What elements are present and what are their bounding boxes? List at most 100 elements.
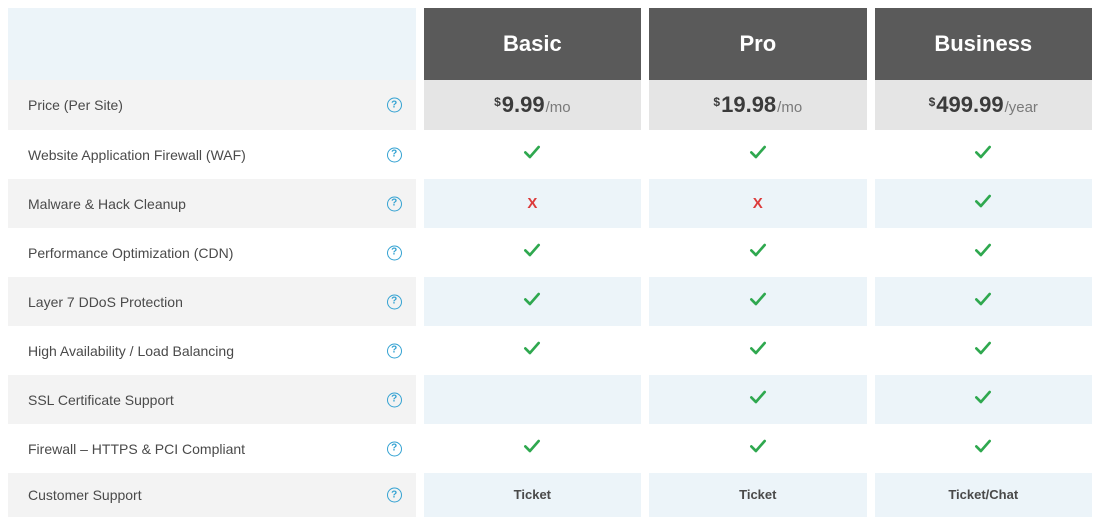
help-icon[interactable]: ?	[387, 196, 402, 211]
help-icon[interactable]: ?	[387, 294, 402, 309]
check-icon	[748, 345, 768, 362]
price: $19.98/mo	[713, 99, 802, 116]
check-icon	[973, 345, 993, 362]
check-icon	[973, 296, 993, 313]
feature-label-cell: Malware & Hack Cleanup?	[8, 179, 416, 228]
feature-value-cell	[641, 424, 866, 473]
help-icon[interactable]: ?	[387, 147, 402, 162]
check-icon	[748, 149, 768, 166]
pricing-table-body: Price (Per Site) ? $9.99/mo $19.98/mo $4…	[8, 80, 1092, 517]
price-currency: $	[494, 95, 501, 109]
feature-value-cell	[867, 228, 1092, 277]
feature-row: Website Application Firewall (WAF)?	[8, 130, 1092, 179]
price-period: /year	[1005, 99, 1038, 116]
check-icon	[973, 198, 993, 215]
feature-value-cell	[867, 326, 1092, 375]
feature-label-cell: High Availability / Load Balancing?	[8, 326, 416, 375]
feature-label-cell: Performance Optimization (CDN)?	[8, 228, 416, 277]
feature-text-value: Ticket/Chat	[948, 487, 1018, 502]
help-icon[interactable]: ?	[387, 343, 402, 358]
check-icon	[522, 296, 542, 313]
price: $9.99/mo	[494, 99, 571, 116]
feature-row: Malware & Hack Cleanup? X X	[8, 179, 1092, 228]
plan-header-business: Business	[867, 8, 1092, 80]
feature-value-cell	[416, 228, 641, 277]
feature-value-cell: Ticket	[641, 473, 866, 517]
check-icon	[973, 149, 993, 166]
feature-value-cell	[416, 326, 641, 375]
plan-name: Basic	[503, 31, 562, 56]
feature-label: High Availability / Load Balancing	[28, 343, 234, 359]
plan-header-pro: Pro	[641, 8, 866, 80]
feature-value-cell	[867, 375, 1092, 424]
feature-value-cell	[867, 424, 1092, 473]
feature-row: Layer 7 DDoS Protection?	[8, 277, 1092, 326]
price-currency: $	[929, 95, 936, 109]
help-icon[interactable]: ?	[387, 488, 402, 503]
help-icon[interactable]: ?	[387, 98, 402, 113]
check-icon	[522, 247, 542, 264]
price-row: Price (Per Site) ? $9.99/mo $19.98/mo $4…	[8, 80, 1092, 130]
plan-header-row: Basic Pro Business	[8, 8, 1092, 80]
feature-label-cell: SSL Certificate Support?	[8, 375, 416, 424]
price-period: /mo	[546, 99, 571, 116]
feature-value-cell: X	[641, 179, 866, 228]
price-cell-business: $499.99/year	[867, 80, 1092, 130]
feature-label: Performance Optimization (CDN)	[28, 245, 233, 261]
feature-text-value: Ticket	[514, 487, 551, 502]
feature-value-cell: Ticket	[416, 473, 641, 517]
feature-value-cell	[416, 277, 641, 326]
plan-name: Business	[934, 31, 1032, 56]
feature-value-cell: X	[416, 179, 641, 228]
feature-text-value: Ticket	[739, 487, 776, 502]
price-cell-basic: $9.99/mo	[416, 80, 641, 130]
check-icon	[973, 247, 993, 264]
feature-label: Firewall – HTTPS & PCI Compliant	[28, 441, 245, 457]
feature-value-cell	[641, 277, 866, 326]
feature-value-cell	[416, 375, 641, 424]
feature-label: Customer Support	[28, 487, 142, 503]
feature-value-cell	[416, 130, 641, 179]
feature-value-cell	[867, 277, 1092, 326]
price-period: /mo	[777, 99, 802, 116]
plan-name: Pro	[739, 31, 776, 56]
pricing-comparison-table: Basic Pro Business Price (Per Site) ? $9…	[8, 8, 1092, 517]
feature-row: SSL Certificate Support?	[8, 375, 1092, 424]
help-icon[interactable]: ?	[387, 245, 402, 260]
price: $499.99/year	[929, 99, 1038, 116]
feature-header-blank	[8, 8, 416, 80]
plan-header-basic: Basic	[416, 8, 641, 80]
feature-label-cell: Website Application Firewall (WAF)?	[8, 130, 416, 179]
help-icon[interactable]: ?	[387, 392, 402, 407]
feature-value-cell	[867, 179, 1092, 228]
check-icon	[748, 296, 768, 313]
feature-label: Malware & Hack Cleanup	[28, 196, 186, 212]
feature-value-cell	[416, 424, 641, 473]
check-icon	[748, 443, 768, 460]
price-amount: 19.98	[721, 92, 776, 117]
feature-label: Website Application Firewall (WAF)	[28, 147, 246, 163]
feature-value-cell	[641, 375, 866, 424]
price-amount: 499.99	[936, 92, 1003, 117]
feature-value-cell	[641, 228, 866, 277]
feature-label: Price (Per Site)	[28, 97, 123, 113]
feature-label-cell: Customer Support?	[8, 473, 416, 517]
x-icon: X	[527, 195, 537, 212]
feature-value-cell: Ticket/Chat	[867, 473, 1092, 517]
feature-value-cell	[867, 130, 1092, 179]
feature-value-cell	[641, 326, 866, 375]
feature-label-cell: Firewall – HTTPS & PCI Compliant?	[8, 424, 416, 473]
feature-value-cell	[641, 130, 866, 179]
feature-label: SSL Certificate Support	[28, 392, 174, 408]
check-icon	[748, 247, 768, 264]
check-icon	[522, 345, 542, 362]
feature-row: Performance Optimization (CDN)?	[8, 228, 1092, 277]
price-cell-pro: $19.98/mo	[641, 80, 866, 130]
help-icon[interactable]: ?	[387, 441, 402, 456]
feature-label-cell: Price (Per Site) ?	[8, 80, 416, 130]
x-icon: X	[753, 195, 763, 212]
check-icon	[522, 443, 542, 460]
feature-row: High Availability / Load Balancing?	[8, 326, 1092, 375]
feature-label-cell: Layer 7 DDoS Protection?	[8, 277, 416, 326]
check-icon	[748, 394, 768, 411]
